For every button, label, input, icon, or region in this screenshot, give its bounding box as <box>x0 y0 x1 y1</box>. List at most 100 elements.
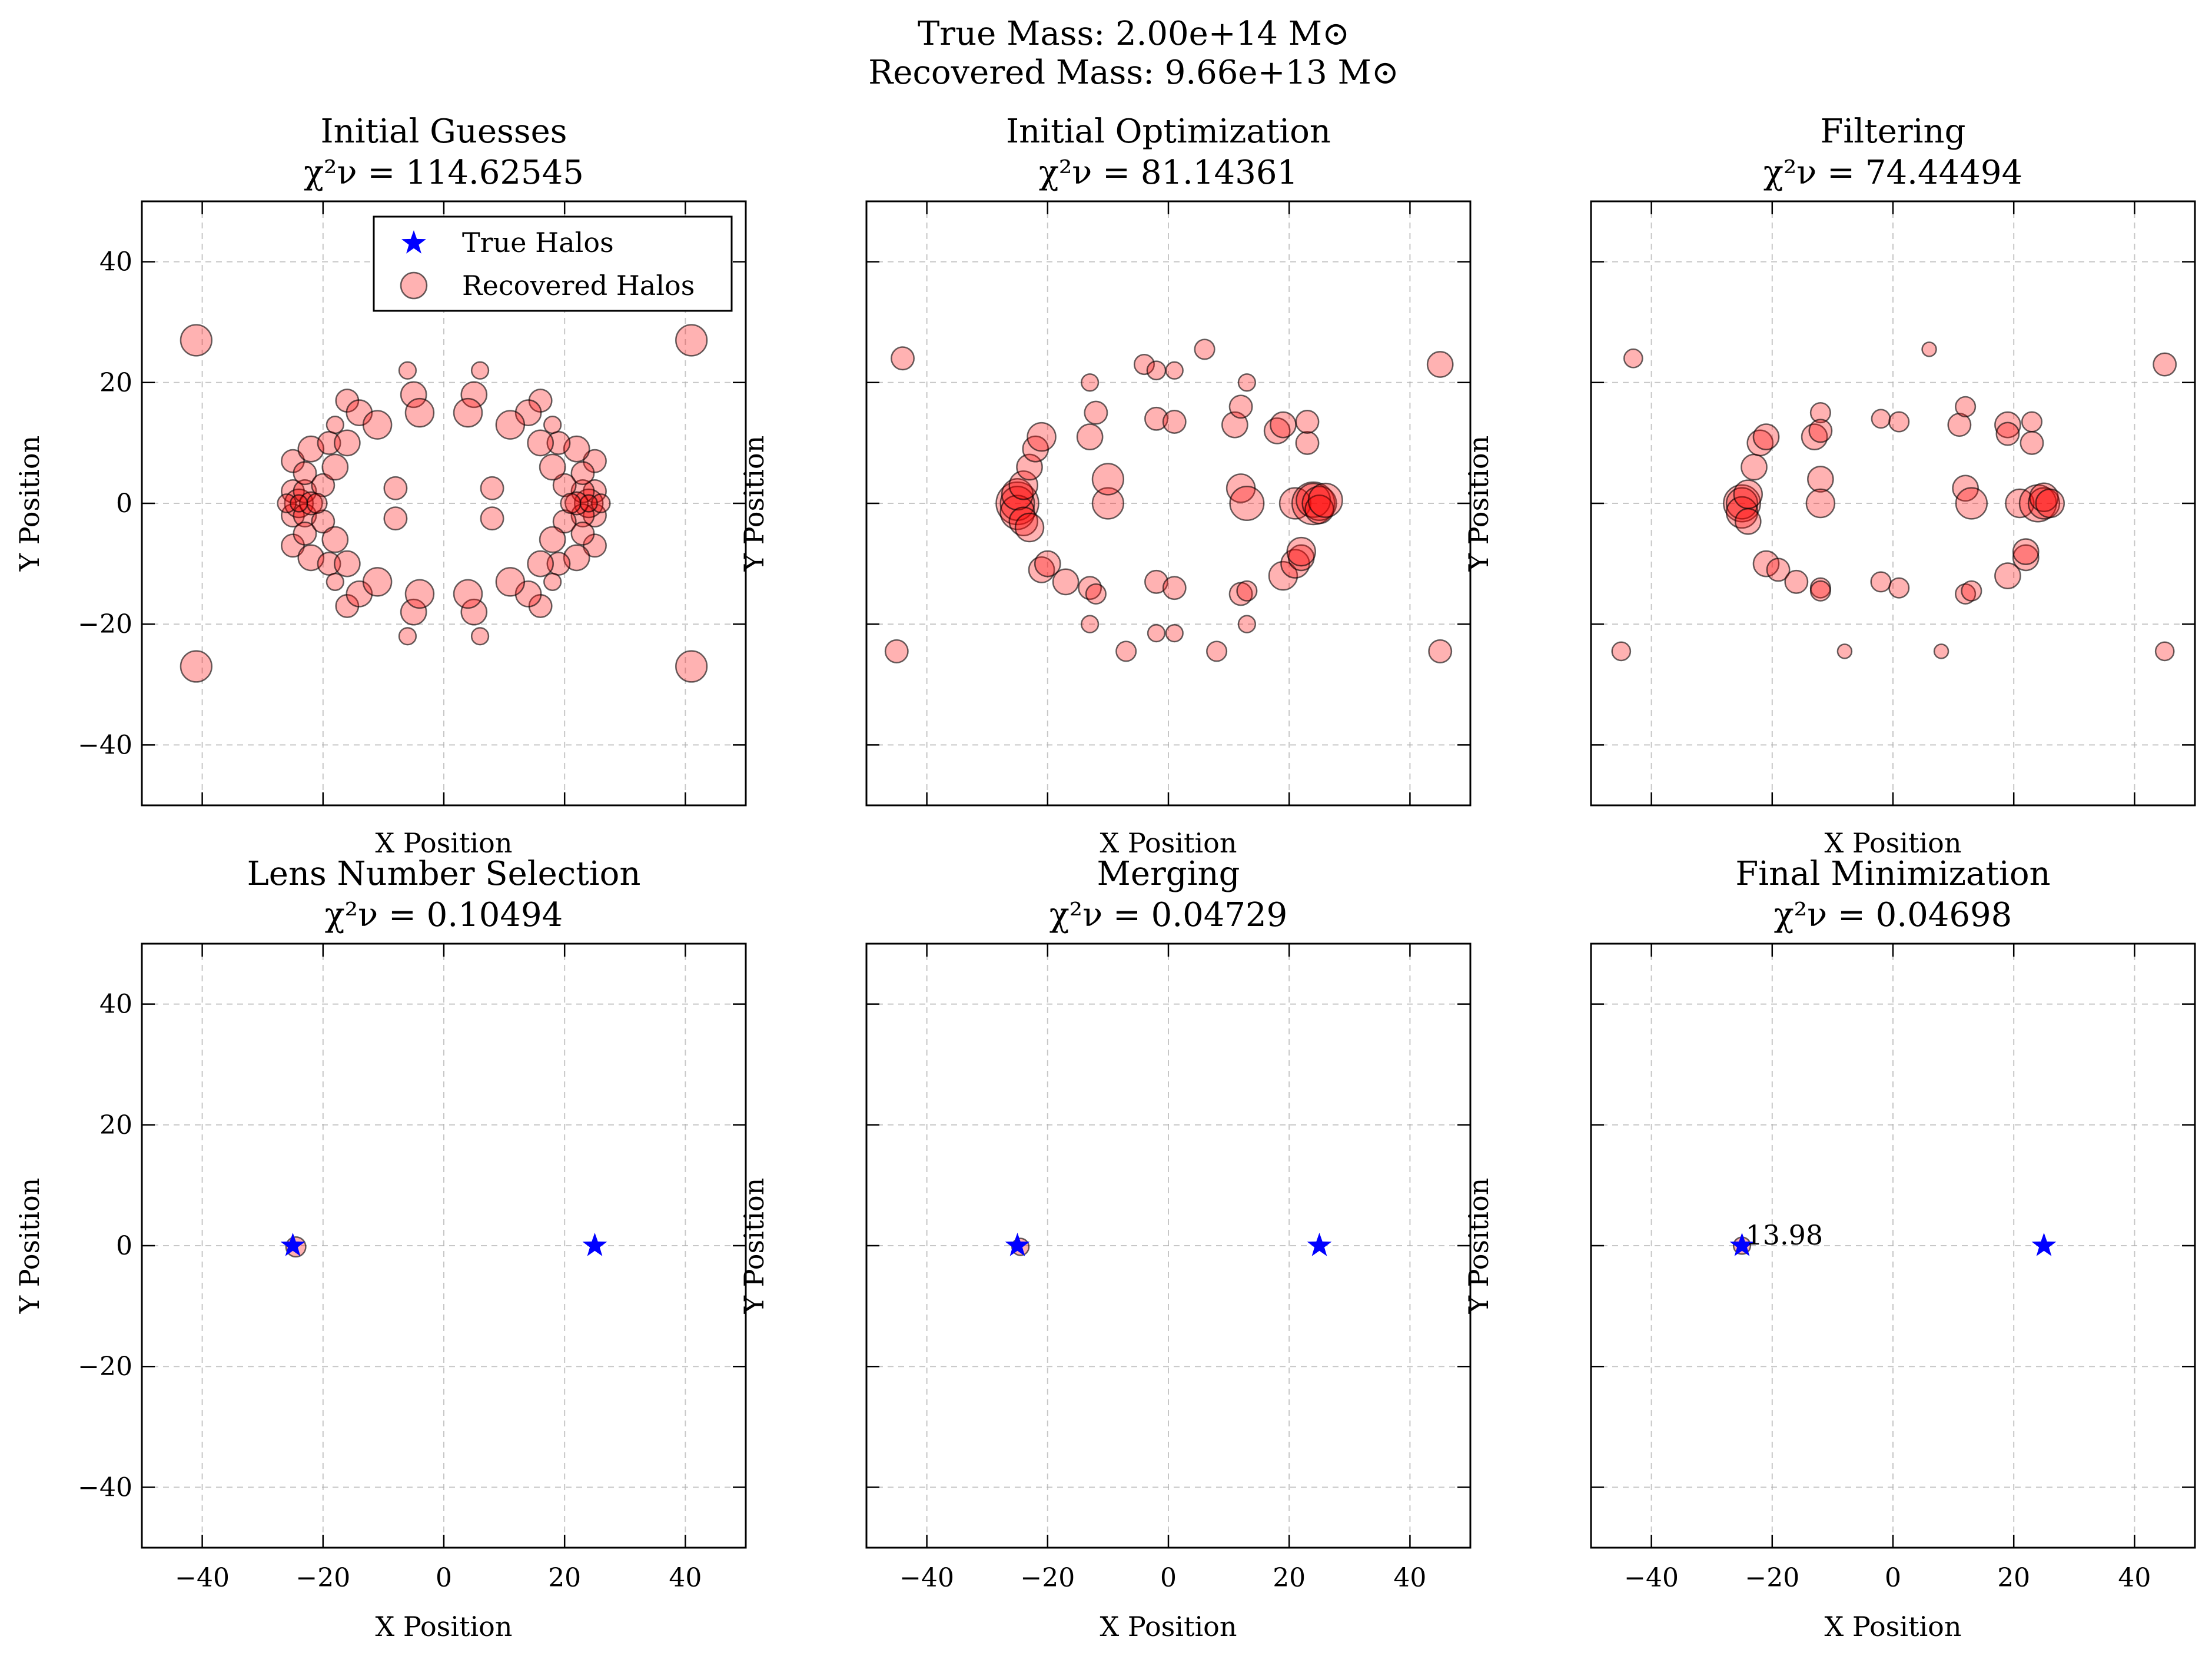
recovered-halo-point <box>570 479 595 503</box>
recovered-halo-point <box>1295 430 1320 455</box>
recovered-halo-point <box>1871 409 1891 429</box>
y-tick-label: −20 <box>78 609 132 639</box>
recovered-halo-point <box>1194 338 1215 360</box>
recovered-halo-point <box>579 494 598 513</box>
recovered-halo-point <box>1809 580 1831 602</box>
recovered-halo-point <box>1229 485 1265 522</box>
recovered-halo-point <box>527 550 554 578</box>
recovered-halo-point <box>1723 484 1761 523</box>
recovered-halo-point <box>453 397 483 428</box>
x-axis-label: X Position <box>376 1611 513 1642</box>
recovered-halo-point <box>180 650 212 683</box>
recovered-halo-point <box>1014 512 1045 543</box>
x-tick-label: 20 <box>1997 1563 2030 1593</box>
legend-recovered-marker <box>400 271 428 300</box>
recovered-halos <box>884 338 1454 663</box>
x-tick-label: 20 <box>548 1563 581 1593</box>
recovered-halo-point <box>1084 400 1108 425</box>
recovered-halo-point <box>281 533 305 558</box>
subplot-title: Merging <box>1097 855 1240 893</box>
recovered-halo-point <box>1144 569 1168 594</box>
true-halo-star <box>582 1233 607 1256</box>
recovered-halo-point <box>1955 396 1977 417</box>
recovered-halo-point <box>495 567 526 597</box>
recovered-halo-point <box>1426 351 1454 378</box>
recovered-halo-point <box>1034 550 1061 578</box>
recovered-halo-point <box>333 550 361 578</box>
recovered-halo-point <box>1961 580 1982 602</box>
legend-box <box>373 215 733 312</box>
x-tick-label: 40 <box>669 1563 702 1593</box>
recovered-halo-point <box>1027 422 1057 452</box>
x-axis-label: X Position <box>1100 1611 1237 1642</box>
recovered-halo-point <box>543 415 562 434</box>
y-axis-label: Y Position <box>14 436 45 572</box>
recovered-halo-point <box>326 572 344 592</box>
x-tick-label: 0 <box>1885 1563 1901 1593</box>
y-tick-label: −20 <box>78 1352 132 1382</box>
subplot-title: Initial Guesses <box>321 112 567 151</box>
y-axis-label: Y Position <box>14 1178 45 1315</box>
x-tick-label: 0 <box>1160 1563 1177 1593</box>
recovered-halo-point <box>1734 507 1762 535</box>
recovered-halo-point <box>1133 353 1155 376</box>
recovered-halo-point <box>180 324 212 357</box>
recovered-halo-point <box>2154 641 2175 662</box>
x-tick-label: 20 <box>1273 1563 1306 1593</box>
recovered-halo-point <box>1165 361 1184 380</box>
recovered-halo-point <box>1801 423 1828 450</box>
recovered-halo-point <box>1076 423 1104 450</box>
recovered-halo-point <box>2027 487 2061 520</box>
recovered-halo-point <box>311 473 336 497</box>
recovered-halo-point <box>1268 560 1298 591</box>
recovered-halo-point <box>1304 495 1334 525</box>
recovered-halo-point <box>675 650 708 683</box>
recovered-halo-point <box>1994 411 2021 439</box>
recovered-halo-point <box>1286 536 1316 567</box>
recovered-halo-point <box>2035 488 2065 519</box>
recovered-halo-point <box>495 410 526 440</box>
recovered-halo-point <box>1228 394 1253 419</box>
recovered-halos <box>1611 341 2177 662</box>
recovered-halo-point <box>1016 453 1043 481</box>
recovered-halo-point <box>383 476 408 500</box>
recovered-halo-point <box>1752 423 1780 450</box>
y-axis-label: Y Position <box>1463 436 1494 572</box>
recovered-halo-point <box>2012 544 2040 572</box>
subplot-title: Initial Optimization <box>1006 112 1331 151</box>
recovered-halo-point <box>891 346 915 371</box>
figure-title-line1: True Mass: 2.00e+14 M⊙ <box>918 15 1350 53</box>
recovered-halo-point <box>333 429 361 457</box>
recovered-halo-point <box>1809 402 1831 424</box>
legend: True Halos Recovered Halos <box>373 215 733 312</box>
recovered-halo-point <box>1784 569 1809 594</box>
recovered-halo-point <box>1733 479 1763 509</box>
recovered-halo-point <box>1165 623 1184 643</box>
x-tick-label: −20 <box>1020 1563 1075 1593</box>
y-tick-label: 0 <box>116 1231 132 1261</box>
recovered-halo-point <box>321 453 349 481</box>
recovered-halo-point <box>1147 623 1166 643</box>
recovered-halo-point <box>480 506 504 531</box>
recovered-halo-point <box>1955 583 1977 605</box>
recovered-halo-point <box>293 461 317 486</box>
recovered-halo-point <box>346 580 373 608</box>
legend-true-label: True Halos <box>462 227 614 258</box>
recovered-halo-point <box>1947 413 1972 437</box>
recovered-halo-point <box>1611 641 1632 662</box>
recovered-halo-point <box>1808 419 1833 443</box>
recovered-halo-point <box>460 381 488 409</box>
x-tick-label: −20 <box>1745 1563 1799 1593</box>
recovered-halo-point <box>1146 360 1167 381</box>
recovered-halo-point <box>293 479 317 503</box>
recovered-halo-point <box>2029 482 2059 512</box>
recovered-halo-point <box>398 627 417 646</box>
y-tick-label: 20 <box>99 1110 132 1140</box>
true-halo-star <box>280 1233 305 1256</box>
recovered-halo-point <box>1307 482 1343 518</box>
